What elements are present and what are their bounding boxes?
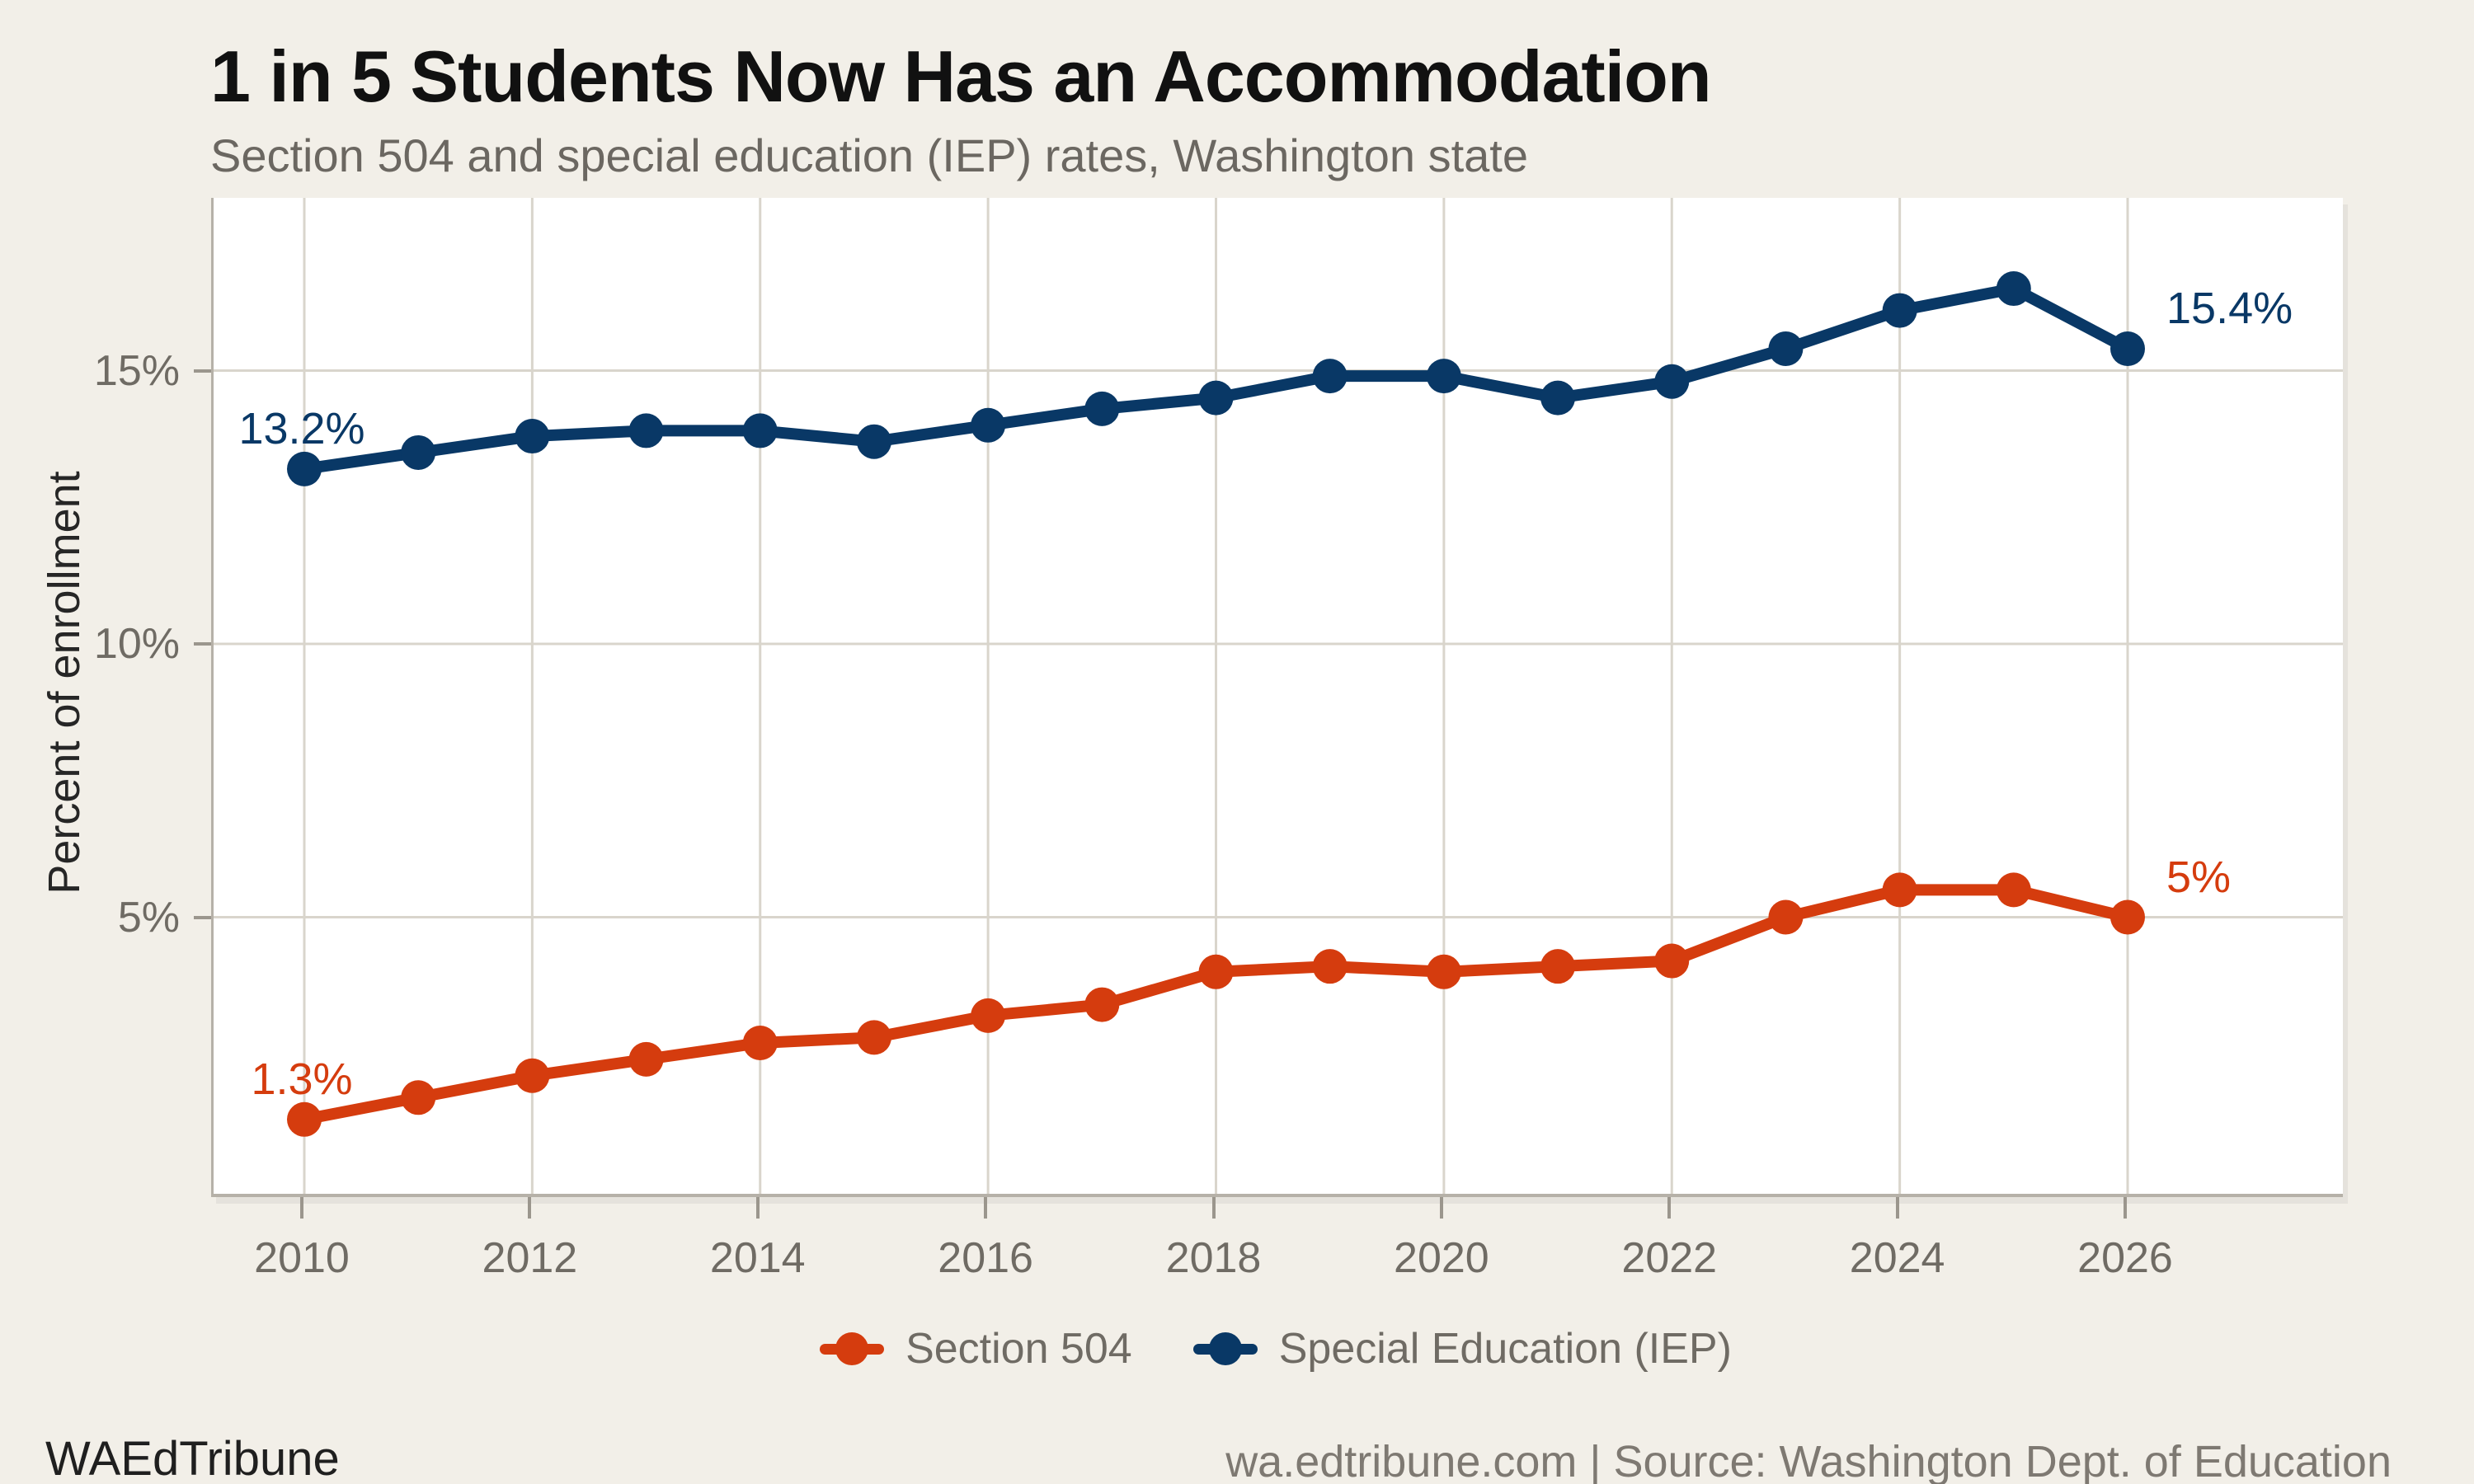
- data-point: [628, 413, 664, 448]
- footer-source: wa.edtribune.com | Source: Washington De…: [1225, 1437, 2392, 1484]
- legend-item-special-education-iep: Special Education (IEP): [1192, 1324, 1732, 1374]
- x-tick-mark: [984, 1197, 988, 1219]
- legend-label-section-504: Section 504: [905, 1325, 1132, 1373]
- data-point: [1996, 872, 2031, 908]
- data-point: [2110, 899, 2145, 935]
- data-point: [2110, 331, 2145, 366]
- data-point: [1996, 271, 2031, 307]
- x-tick-mark: [1895, 1197, 1899, 1219]
- data-point: [1312, 949, 1348, 984]
- x-tick-label: 2016: [938, 1234, 1033, 1282]
- y-tick-label: 10%: [93, 620, 180, 668]
- x-tick-mark: [2124, 1197, 2127, 1219]
- legend-marker-dot: [1208, 1332, 1242, 1365]
- legend-marker-special-education-iep-icon: [1192, 1329, 1258, 1369]
- x-tick-label: 2026: [2077, 1234, 2173, 1282]
- x-tick-mark: [1439, 1197, 1443, 1219]
- data-point: [287, 451, 322, 486]
- x-tick-label: 2018: [1165, 1234, 1262, 1282]
- chart-title: 1 in 5 Students Now Has an Accommodation: [210, 35, 1712, 117]
- data-point: [1768, 899, 1804, 935]
- x-tick-label: 2012: [482, 1234, 578, 1282]
- data-point: [742, 413, 778, 448]
- data-point: [856, 1020, 891, 1055]
- x-tick-label: 2014: [709, 1234, 806, 1282]
- y-tick-label: 15%: [93, 346, 180, 395]
- data-point: [1198, 954, 1234, 989]
- data-point: [856, 424, 891, 459]
- data-point: [971, 407, 1006, 443]
- x-tick-mark: [1667, 1197, 1672, 1219]
- data-point: [1540, 949, 1576, 984]
- data-point: [1426, 359, 1461, 394]
- x-tick-label: 2010: [254, 1234, 350, 1282]
- legend-label-special-education-iep: Special Education (IEP): [1278, 1325, 1732, 1373]
- data-point: [401, 434, 436, 470]
- y-axis-title: Percent of enrollment: [40, 471, 89, 895]
- legend: Section 504 Special Education (IEP): [211, 1324, 2340, 1374]
- chart-subtitle: Section 504 and special education (IEP) …: [210, 129, 1528, 181]
- annotation-label: 5%: [2166, 852, 2232, 902]
- x-tick-mark: [528, 1197, 532, 1219]
- legend-marker-section-504-icon: [820, 1329, 885, 1369]
- plot-panel: [211, 198, 2343, 1197]
- y-tick-mark: [194, 915, 211, 919]
- x-tick-label: 2022: [1621, 1234, 1718, 1282]
- x-tick-mark: [1211, 1197, 1216, 1219]
- data-point: [1084, 391, 1120, 426]
- data-point: [401, 1080, 436, 1115]
- x-tick-mark: [755, 1197, 760, 1219]
- data-point: [1654, 943, 1690, 979]
- data-point: [1768, 331, 1804, 366]
- plot-svg: [214, 198, 2343, 1194]
- x-tick-label: 2020: [1394, 1234, 1489, 1282]
- data-point: [1882, 872, 1917, 908]
- footer-brand: WAEdTribune: [45, 1432, 340, 1484]
- legend-marker-dot: [835, 1332, 869, 1365]
- data-point: [1084, 987, 1120, 1022]
- annotation-label: 13.2%: [238, 403, 365, 453]
- data-point: [1426, 954, 1461, 989]
- annotation-label: 15.4%: [2166, 283, 2293, 333]
- data-point: [1654, 364, 1690, 399]
- data-point: [1540, 380, 1576, 416]
- y-tick-label: 5%: [117, 893, 180, 942]
- x-tick-label: 2024: [1849, 1234, 1945, 1282]
- data-point: [1312, 359, 1348, 394]
- data-point: [515, 1058, 550, 1093]
- data-point: [515, 419, 550, 454]
- annotation-label: 1.3%: [251, 1054, 353, 1104]
- y-tick-mark: [194, 642, 211, 646]
- x-tick-mark: [300, 1197, 303, 1219]
- data-point: [628, 1041, 664, 1077]
- data-point: [287, 1101, 322, 1137]
- legend-item-section-504: Section 504: [820, 1324, 1132, 1374]
- data-point: [1198, 380, 1234, 416]
- data-point: [971, 998, 1006, 1033]
- data-point: [742, 1025, 778, 1060]
- y-tick-mark: [194, 369, 211, 373]
- data-point: [1882, 293, 1917, 328]
